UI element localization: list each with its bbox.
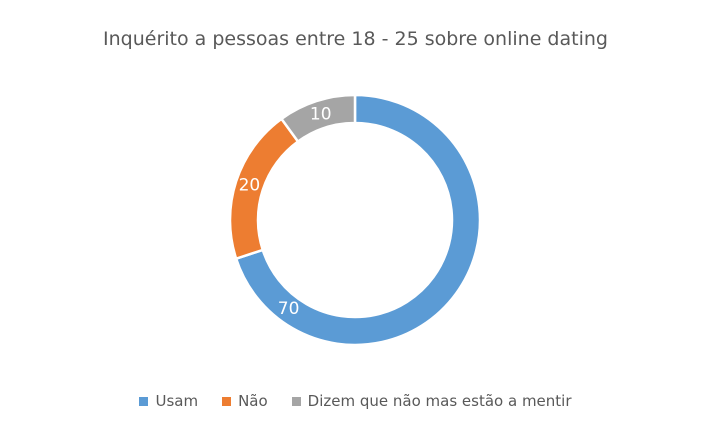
legend-swatch: [291, 396, 301, 406]
legend-swatch: [222, 396, 232, 406]
legend-item-dizem-que-nao: Dizem que não mas estão a mentir: [291, 392, 572, 410]
legend-label: Usam: [155, 392, 199, 410]
legend-swatch: [139, 396, 149, 406]
legend-item-usam: Usam: [139, 392, 198, 410]
slice-usam: [234, 93, 482, 347]
data-label-usam: 70: [278, 299, 300, 319]
data-label-nao: 20: [239, 176, 261, 196]
legend-label: Dizem que não mas estão a mentir: [307, 392, 572, 410]
data-label-dizem-que-nao: 10: [310, 104, 332, 124]
donut-data-labels: 70 20 10: [239, 104, 332, 319]
legend-label: Não: [238, 392, 268, 410]
legend: Usam Não Dizem que não mas estão a mentir: [0, 392, 711, 410]
legend-item-nao: Não: [222, 392, 268, 410]
donut-slices: [228, 93, 482, 347]
chart-title: Inquérito a pessoas entre 18 - 25 sobre …: [103, 28, 608, 50]
slice-dizem-que-nao: [279, 93, 357, 144]
